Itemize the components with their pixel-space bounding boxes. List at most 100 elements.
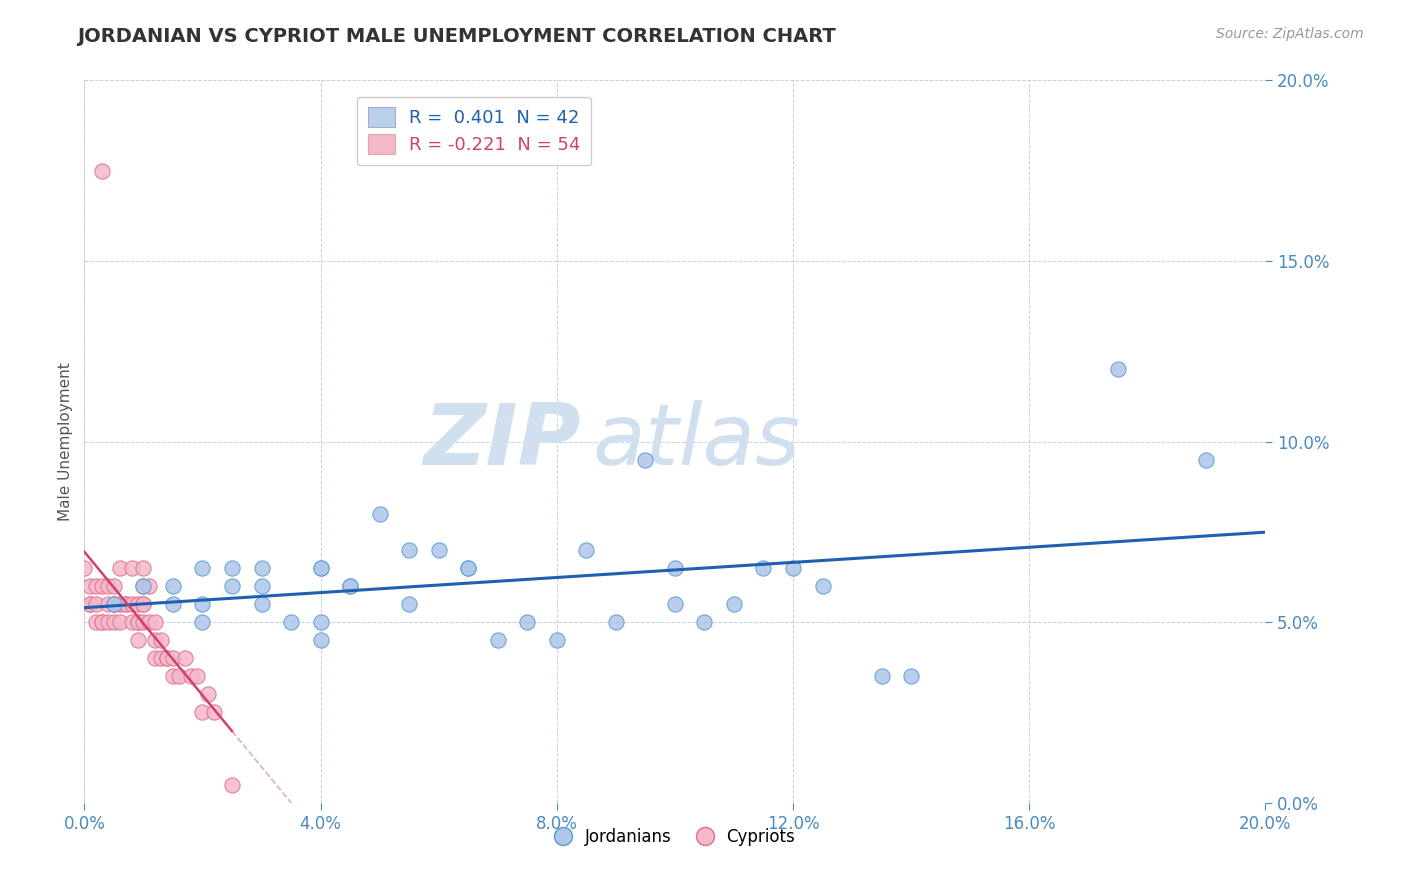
Point [91, 615, 114, 630]
Point [79, 579, 101, 593]
Point [97, 615, 120, 630]
Point [457, 561, 479, 575]
Point [127, 615, 149, 630]
Point [202, 706, 225, 720]
Point [1107, 362, 1129, 376]
Point [1195, 452, 1218, 467]
Point [91, 163, 114, 178]
Point [723, 597, 745, 611]
Point [150, 651, 173, 665]
Point [103, 579, 125, 593]
Point [309, 633, 332, 648]
Point [250, 597, 273, 611]
Point [398, 542, 420, 557]
Point [250, 579, 273, 593]
Point [132, 597, 155, 611]
Point [693, 615, 716, 630]
Point [143, 633, 166, 648]
Point [664, 561, 686, 575]
Point [197, 687, 219, 701]
Point [180, 669, 202, 683]
Point [900, 669, 922, 683]
Point [132, 561, 155, 575]
Point [162, 579, 184, 593]
Point [280, 615, 302, 630]
Point [103, 597, 125, 611]
Point [121, 561, 143, 575]
Point [186, 669, 208, 683]
Point [121, 597, 143, 611]
Point [91, 615, 114, 630]
Point [121, 615, 143, 630]
Point [516, 615, 538, 630]
Point [427, 542, 450, 557]
Point [127, 615, 149, 630]
Point [132, 579, 155, 593]
Point [167, 669, 190, 683]
Point [84, 597, 107, 611]
Point [91, 579, 114, 593]
Text: Source: ZipAtlas.com: Source: ZipAtlas.com [1216, 27, 1364, 41]
Point [486, 633, 509, 648]
Point [368, 507, 391, 521]
Point [309, 561, 332, 575]
Legend: Jordanians, Cypriots: Jordanians, Cypriots [548, 821, 801, 852]
Text: ZIP: ZIP [423, 400, 581, 483]
Point [634, 452, 657, 467]
Point [132, 615, 155, 630]
Point [138, 579, 160, 593]
Point [103, 597, 125, 611]
Point [221, 778, 243, 792]
Point [191, 706, 214, 720]
Point [79, 597, 101, 611]
Point [162, 669, 184, 683]
Point [191, 615, 214, 630]
Point [173, 651, 195, 665]
Point [156, 651, 179, 665]
Point [127, 597, 149, 611]
Point [108, 597, 131, 611]
Y-axis label: Male Unemployment: Male Unemployment [58, 362, 73, 521]
Point [143, 651, 166, 665]
Point [103, 597, 125, 611]
Text: atlas: atlas [592, 400, 800, 483]
Point [114, 597, 136, 611]
Point [870, 669, 893, 683]
Point [114, 597, 136, 611]
Point [132, 579, 155, 593]
Point [605, 615, 627, 630]
Point [97, 597, 120, 611]
Point [84, 579, 107, 593]
Point [664, 597, 686, 611]
Point [250, 561, 273, 575]
Point [457, 561, 479, 575]
Point [752, 561, 775, 575]
Point [97, 579, 120, 593]
Point [84, 615, 107, 630]
Point [811, 579, 834, 593]
Point [73, 561, 96, 575]
Point [191, 597, 214, 611]
Point [221, 579, 243, 593]
Point [108, 615, 131, 630]
Point [108, 561, 131, 575]
Point [162, 597, 184, 611]
Point [132, 597, 155, 611]
Point [143, 615, 166, 630]
Point [103, 615, 125, 630]
Point [138, 615, 160, 630]
Point [150, 633, 173, 648]
Text: JORDANIAN VS CYPRIOT MALE UNEMPLOYMENT CORRELATION CHART: JORDANIAN VS CYPRIOT MALE UNEMPLOYMENT C… [77, 27, 837, 45]
Point [79, 597, 101, 611]
Point [339, 579, 361, 593]
Point [309, 615, 332, 630]
Point [309, 561, 332, 575]
Point [162, 651, 184, 665]
Point [575, 542, 598, 557]
Point [221, 561, 243, 575]
Point [398, 597, 420, 611]
Point [782, 561, 804, 575]
Point [339, 579, 361, 593]
Point [191, 561, 214, 575]
Point [546, 633, 568, 648]
